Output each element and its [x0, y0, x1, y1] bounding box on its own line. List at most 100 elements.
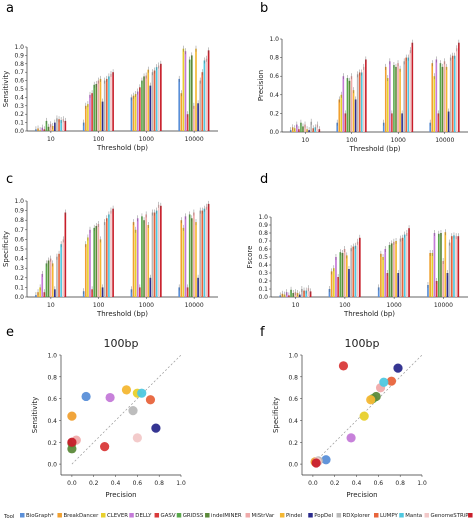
legend-item: BreakDancer — [57, 513, 99, 519]
bar — [384, 249, 387, 297]
legend-label: BioGraph* — [26, 513, 54, 519]
bar — [444, 232, 447, 297]
bar — [310, 121, 312, 132]
chart-f: f 0.0 0.0 0.2 0.2 0.4 0.4 0.6 0.6 0.8 0.8 1.0 1.0 100… — [260, 325, 427, 499]
bar — [105, 218, 108, 297]
y-tick-label: 0.6 — [258, 246, 268, 253]
bar — [399, 68, 401, 132]
chart-title: 100bp — [104, 337, 139, 350]
chart-a: a 0.00.1 0.20.3 0.40.50.6 0.70.8 0.91.0 10 100 1… — [2, 1, 218, 152]
bar — [406, 233, 408, 297]
bar — [439, 63, 442, 132]
bar — [201, 210, 204, 297]
legend-item: PopDel — [308, 513, 333, 519]
bar — [103, 80, 106, 131]
bar — [435, 59, 438, 132]
bar — [339, 252, 342, 297]
bar — [458, 42, 460, 132]
bar — [395, 241, 397, 297]
chart-e: e 0.0 0.0 0.2 0.2 0.4 0.4 0.6 0.6 0.8 0.8 1.0 1.0 100… — [6, 325, 186, 499]
scatter-point — [67, 411, 77, 421]
y-tick-label: 0.3 — [258, 270, 268, 277]
legend-label: GASV — [161, 513, 176, 519]
bar — [354, 245, 357, 297]
legend-swatch — [374, 513, 379, 518]
legend-swatch — [154, 513, 160, 518]
bar — [82, 122, 85, 131]
bar — [151, 212, 154, 297]
legend-swatch — [279, 513, 285, 518]
legend-label: MiStrVar — [252, 513, 275, 519]
bar — [149, 277, 152, 297]
bar — [141, 80, 143, 131]
y-tick-label: 0.6 — [288, 396, 298, 403]
x-tick-label: 100 — [346, 137, 358, 144]
bar — [180, 220, 183, 297]
y-tick-label: 0.2 — [258, 278, 268, 285]
legend-swatch — [101, 513, 106, 518]
y-tick-label: 0.7 — [14, 69, 24, 76]
bar — [184, 51, 187, 132]
x-tick-label: 1.0 — [417, 480, 427, 487]
legend-swatch — [245, 513, 251, 518]
bar — [437, 233, 440, 297]
bar — [58, 253, 60, 297]
x-tick-label: 1000 — [139, 136, 154, 143]
legend-label: PopDel — [314, 513, 333, 519]
bar — [110, 73, 112, 131]
bar — [203, 60, 206, 131]
panel-letter: e — [6, 325, 14, 340]
bar — [397, 273, 400, 297]
bar — [456, 48, 458, 132]
bar — [360, 72, 363, 132]
bar — [305, 290, 308, 297]
legend-label: BreakDancer — [63, 513, 99, 519]
y-tick-label: 0.6 — [14, 236, 24, 243]
bar — [316, 124, 319, 132]
y-tick-label: 1.0 — [14, 44, 24, 51]
legend-item: BioGraph* — [20, 513, 54, 519]
legend-item: MiStrVar — [245, 513, 275, 519]
legend-label: LUMPY — [380, 513, 398, 519]
legend-label: Pindel — [286, 513, 302, 519]
bar — [103, 222, 106, 297]
bar — [89, 94, 91, 131]
bar — [391, 113, 393, 132]
scatter-point — [151, 423, 161, 433]
bar — [54, 122, 56, 131]
bar — [190, 218, 193, 297]
bar — [188, 214, 191, 297]
bar — [112, 72, 114, 131]
bar — [447, 111, 450, 132]
bar — [58, 119, 60, 131]
bar — [139, 87, 141, 131]
bar — [448, 242, 451, 297]
x-tick-label: 0.2 — [330, 480, 340, 487]
bar — [445, 66, 448, 132]
y-tick-label: 0.1 — [14, 284, 24, 291]
bar — [101, 101, 104, 131]
chart-d: d 0.00.10.20.30.40.50.60.70.80.91.0 10 100 1… — [246, 172, 468, 318]
scatter-point — [311, 458, 321, 468]
bar — [195, 222, 197, 297]
bar — [54, 289, 56, 297]
bar — [39, 287, 41, 297]
scatter-point — [121, 385, 132, 395]
bar — [112, 208, 114, 297]
y-tick-label: 0.5 — [14, 86, 24, 93]
legend-label: RDXplorer — [343, 513, 371, 519]
bar — [151, 72, 154, 131]
bar — [393, 65, 395, 132]
bar — [84, 244, 87, 297]
scatter-point — [81, 391, 91, 402]
scatter-point — [346, 433, 356, 443]
y-tick-label: 0.0 — [269, 129, 279, 136]
bar — [443, 61, 446, 132]
scatter-point — [100, 442, 110, 452]
x-axis-label: Precision — [105, 491, 136, 499]
scatter-point — [145, 395, 156, 405]
bar — [60, 120, 62, 131]
y-tick-label: 1.0 — [258, 214, 268, 221]
x-tick-label: 0.4 — [111, 480, 121, 487]
bar — [178, 287, 181, 297]
